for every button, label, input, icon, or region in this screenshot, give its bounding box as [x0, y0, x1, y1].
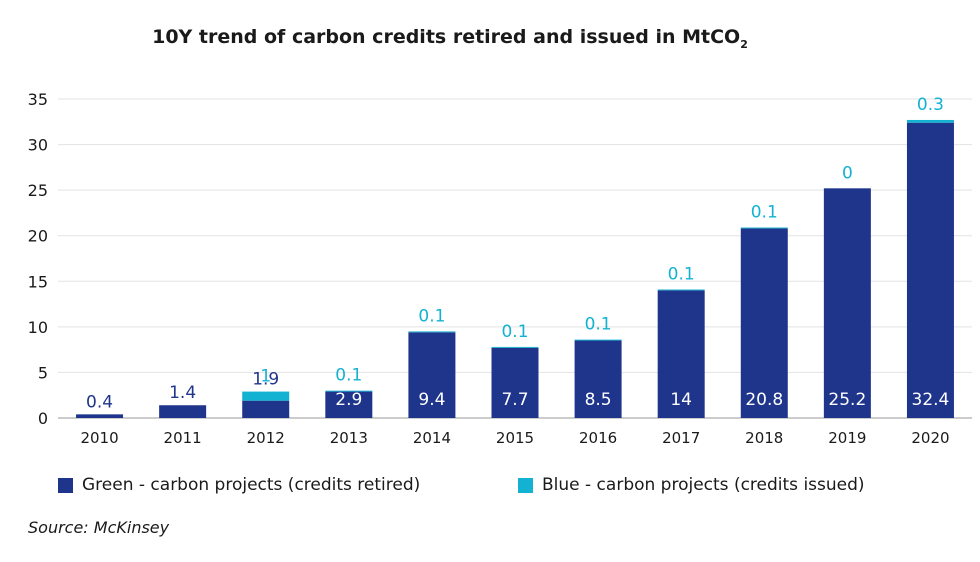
green-value-label: 8.5	[585, 390, 612, 410]
y-tick-label: 35	[28, 90, 48, 109]
legend-label-green: Green - carbon projects (credits retired…	[82, 475, 421, 495]
legend-item-green: Green - carbon projects (credits retired…	[58, 475, 420, 495]
x-tick-label: 2016	[579, 429, 617, 447]
green-value-label: 20.8	[745, 390, 783, 410]
legend-swatch-blue	[518, 477, 533, 493]
bar-green-2015	[491, 347, 539, 418]
bar-green-2019	[823, 188, 871, 418]
x-tick-label: 2015	[496, 429, 534, 447]
bar-green-2013	[325, 391, 373, 418]
x-tick-label: 2013	[330, 429, 368, 447]
y-tick-label: 30	[28, 136, 48, 155]
bar-green-2010	[76, 414, 124, 418]
bar-blue-2013	[325, 390, 373, 392]
y-tick-label: 10	[28, 318, 48, 337]
bar-green-2018	[740, 228, 788, 418]
green-value-label: 0.4	[86, 392, 113, 412]
x-tick-label: 2011	[164, 429, 202, 447]
x-tick-label: 2012	[247, 429, 285, 447]
blue-value-label: 0.1	[668, 264, 695, 284]
bar-blue-2020	[906, 119, 954, 123]
blue-value-label: 1	[260, 367, 271, 387]
y-tick-label: 25	[28, 181, 48, 200]
blue-value-label: 0.1	[751, 203, 778, 223]
bar-blue-2016	[574, 339, 622, 341]
bar-blue-2015	[491, 346, 539, 348]
green-value-label: 9.4	[418, 390, 445, 410]
green-value-label: 1.4	[169, 383, 196, 403]
bar-blue-2012	[242, 391, 290, 401]
chart-title-subscript: 2	[740, 37, 748, 51]
green-value-label: 2.9	[335, 390, 362, 410]
green-value-label: 32.4	[912, 390, 950, 410]
bar-green-2016	[574, 340, 622, 418]
bar-green-2011	[159, 405, 207, 418]
green-value-label: 25.2	[828, 390, 866, 410]
bar-chart: 0 5 10 15 20 25 30 35 0.4 2010 1.4 2011 1.91 2012 2.9 0…	[28, 90, 972, 447]
legend-item-blue: Blue - carbon projects (credits issued)	[518, 475, 865, 495]
green-value-label: 14	[670, 390, 692, 410]
x-tick-label: 2010	[80, 429, 118, 447]
y-tick-label: 0	[38, 409, 48, 428]
blue-value-label: 0.1	[585, 315, 612, 335]
source-note: Source: McKinsey	[28, 518, 170, 537]
y-tick-label: 15	[28, 272, 48, 291]
x-tick-label: 2018	[745, 429, 783, 447]
chart-title: 10Y trend of carbon credits retired and …	[0, 26, 900, 51]
blue-value-label: 0.3	[917, 95, 944, 115]
blue-value-label: 0	[842, 163, 853, 183]
x-tick-label: 2017	[662, 429, 700, 447]
legend-label-blue: Blue - carbon projects (credits issued)	[542, 475, 865, 495]
bar-green-2020	[906, 122, 954, 418]
green-value-label: 7.7	[501, 390, 528, 410]
bar-blue-2018	[740, 227, 788, 229]
blue-value-label: 0.1	[501, 322, 528, 342]
bar-blue-2014	[408, 331, 456, 333]
bar-blue-2017	[657, 289, 705, 291]
green-value-label: 1.9	[252, 370, 279, 390]
y-tick-label: 20	[28, 227, 48, 246]
x-tick-label: 2020	[911, 429, 949, 447]
blue-value-label: 0.1	[335, 366, 362, 386]
x-tick-label: 2019	[828, 429, 866, 447]
x-tick-label: 2014	[413, 429, 451, 447]
bar-green-2014	[408, 332, 456, 418]
legend-swatch-green	[58, 477, 73, 493]
bar-green-2012	[242, 400, 290, 418]
chart-title-text: 10Y trend of carbon credits retired and …	[152, 26, 741, 48]
y-tick-label: 5	[38, 363, 48, 382]
bar-green-2017	[657, 290, 705, 418]
blue-value-label: 0.1	[418, 306, 445, 326]
